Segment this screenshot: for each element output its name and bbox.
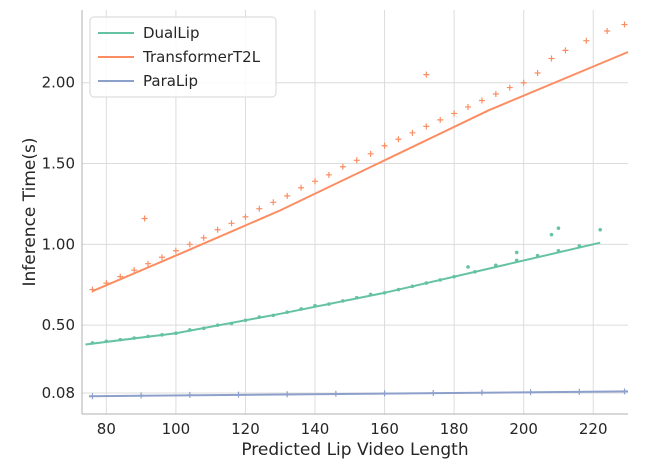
data-point (381, 142, 388, 149)
data-point (200, 234, 207, 241)
data-point (131, 267, 138, 274)
y-tick-label: 0.50 (42, 316, 75, 334)
y-tick-label: 1.50 (42, 155, 75, 173)
data-point (465, 103, 472, 110)
data-point (562, 47, 569, 54)
y-tick-label: 2.00 (42, 74, 75, 92)
data-point (367, 150, 374, 157)
series-duallip (85, 226, 602, 346)
data-point (312, 178, 319, 185)
series-paralip (88, 388, 629, 400)
y-tick-label: 1.00 (42, 235, 75, 253)
data-point (256, 205, 263, 212)
data-point (549, 232, 554, 237)
data-point (534, 70, 541, 77)
x-tick-label: 100 (162, 420, 191, 438)
x-tick-label: 80 (97, 420, 116, 438)
x-axis-label: Predicted Lip Video Length (241, 440, 468, 460)
y-tick-label: 0.08 (42, 384, 75, 402)
data-point (556, 226, 561, 230)
data-point (339, 163, 346, 170)
legend-label: TransformerT2L (142, 48, 261, 66)
data-point (514, 250, 519, 255)
x-tick-label: 160 (370, 420, 399, 438)
data-point (270, 199, 277, 206)
data-point (353, 157, 360, 164)
data-point (598, 227, 602, 232)
data-point (141, 215, 148, 222)
data-point (506, 84, 513, 91)
fit-line (88, 390, 629, 398)
data-point (298, 184, 305, 191)
x-tick-label: 120 (231, 420, 260, 438)
x-tick-label: 200 (509, 420, 538, 438)
y-tick-labels: 0.08 0.50 1.00 1.50 2.00 (42, 74, 75, 402)
data-point (242, 213, 249, 220)
axes (81, 10, 628, 415)
data-point (423, 71, 430, 78)
data-point (228, 220, 235, 227)
data-point (548, 55, 555, 62)
data-point (466, 265, 470, 269)
data-point (621, 21, 628, 28)
data-point (145, 260, 152, 267)
data-point (520, 79, 527, 86)
data-point (395, 136, 402, 143)
data-point (172, 247, 179, 254)
data-point (214, 226, 221, 233)
data-point (451, 110, 458, 117)
data-point (604, 28, 611, 35)
series-transformert2l (89, 21, 629, 293)
data-point (158, 254, 165, 261)
x-tick-label: 180 (440, 420, 469, 438)
data-point (423, 123, 430, 130)
data-point (325, 171, 332, 178)
fit-line (92, 51, 629, 293)
data-point (437, 116, 444, 123)
data-point (583, 37, 590, 44)
data-point (492, 91, 499, 98)
y-axis-label: Inference Time(s) (20, 137, 40, 286)
data-point (284, 192, 291, 199)
legend-label: DualLip (143, 24, 199, 42)
x-tick-labels: 80 100 120 140 160 180 200 220 (97, 420, 608, 438)
fit-line (85, 241, 601, 346)
x-tick-label: 220 (579, 420, 608, 438)
series-layer (85, 21, 629, 400)
data-point (186, 241, 193, 248)
data-point (409, 129, 416, 136)
x-tick-label: 140 (301, 420, 330, 438)
data-point (478, 97, 485, 104)
legend: DualLip TransformerT2L ParaLip (89, 16, 277, 98)
legend-label: ParaLip (143, 72, 198, 90)
legend-box (89, 16, 277, 98)
